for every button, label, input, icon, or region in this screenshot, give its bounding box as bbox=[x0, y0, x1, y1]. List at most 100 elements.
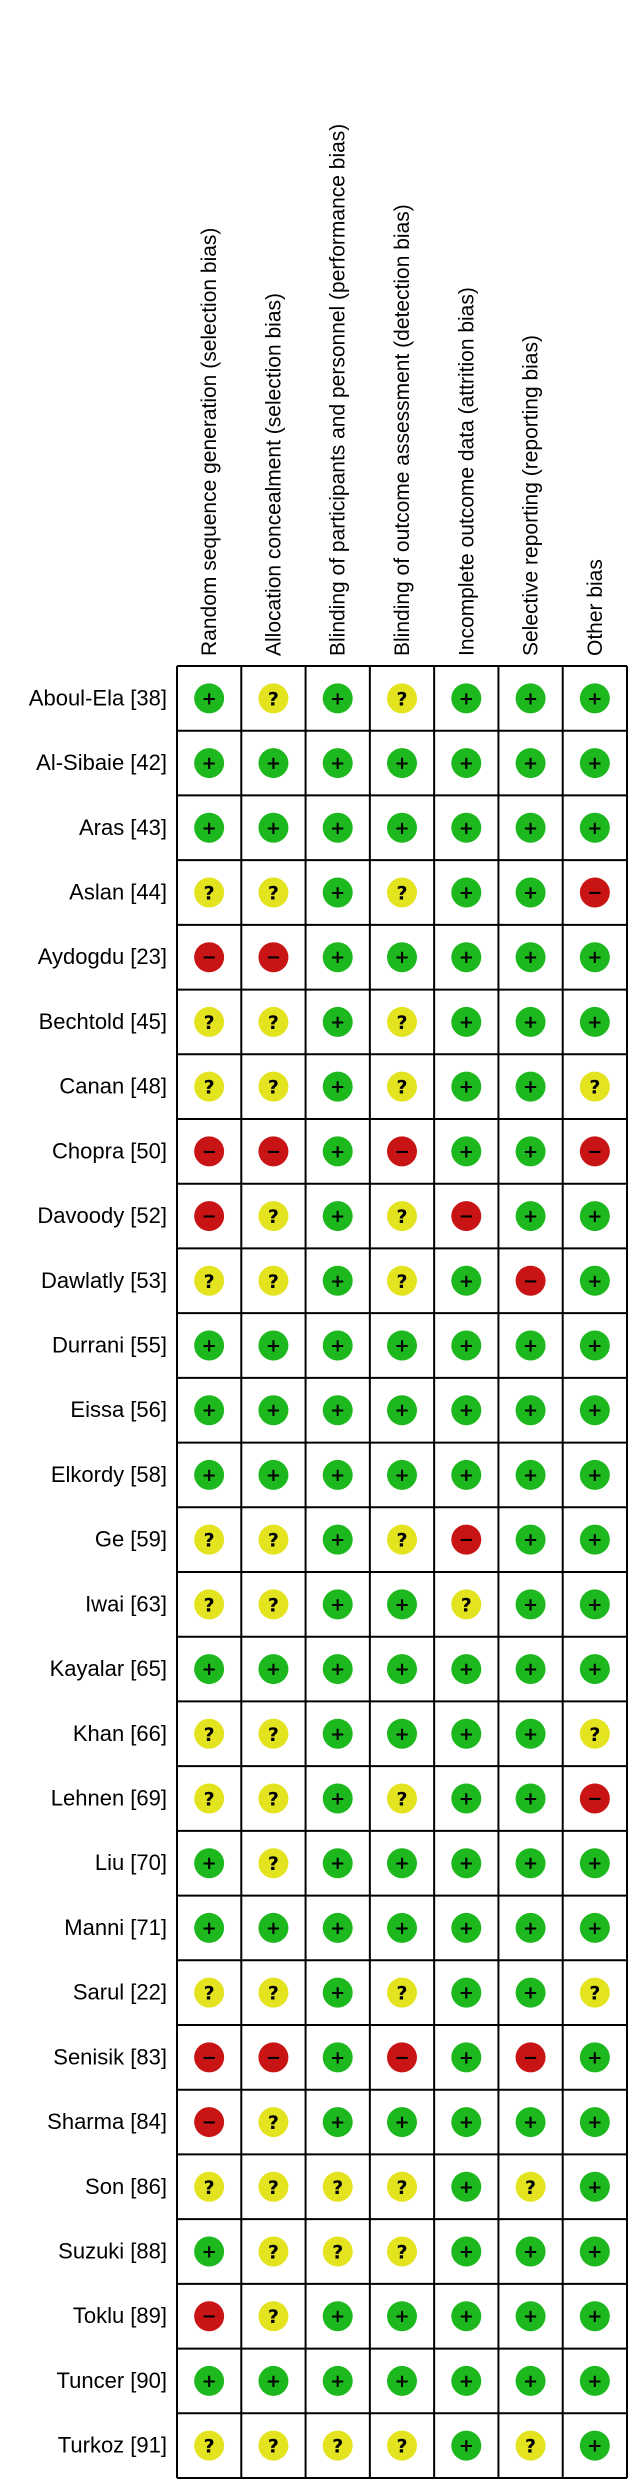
rating-low-marker: + bbox=[451, 1654, 482, 1685]
rating-low-marker: + bbox=[258, 748, 289, 779]
rating-circle bbox=[451, 748, 482, 779]
rating-circle bbox=[387, 1524, 417, 1555]
rating-circle bbox=[194, 2042, 225, 2073]
rating-symbol: ? bbox=[396, 1789, 407, 1811]
rating-low-marker: + bbox=[515, 1136, 546, 1167]
rating-unclear-marker: ? bbox=[258, 1201, 289, 1232]
rating-circle bbox=[258, 1912, 289, 1943]
rating-circle bbox=[194, 2236, 225, 2267]
rating-circle bbox=[515, 2365, 546, 2396]
rating-low-marker: + bbox=[387, 1654, 417, 1685]
rating-unclear-marker: ? bbox=[387, 1006, 417, 1037]
rating-low-marker: + bbox=[194, 2365, 225, 2396]
rating-symbol: + bbox=[523, 2242, 538, 2263]
rating-symbol: ? bbox=[396, 2436, 407, 2458]
rating-circle bbox=[579, 2430, 610, 2461]
rating-circle bbox=[322, 1524, 353, 1555]
rating-circle bbox=[579, 1912, 610, 1943]
rating-symbol: ? bbox=[332, 2242, 343, 2264]
rating-symbol: − bbox=[202, 2047, 217, 2068]
rating-circle bbox=[322, 1071, 353, 1102]
rating-circle bbox=[451, 2171, 482, 2202]
rating-unclear-marker: ? bbox=[194, 2430, 225, 2461]
rating-circle bbox=[258, 1977, 289, 2008]
rating-low-marker: + bbox=[515, 942, 546, 973]
rating-circle bbox=[451, 2236, 482, 2267]
rating-low-marker: + bbox=[387, 942, 417, 973]
rating-unclear-marker: ? bbox=[258, 2171, 289, 2202]
rating-circle bbox=[515, 1977, 546, 2008]
rating-low-marker: + bbox=[451, 1848, 482, 1879]
rating-circle bbox=[387, 1783, 417, 1814]
rating-low-marker: + bbox=[387, 2365, 417, 2396]
rating-low-marker: + bbox=[451, 1718, 482, 1749]
rating-low-marker: + bbox=[258, 1330, 289, 1361]
rating-low-marker: + bbox=[322, 812, 353, 843]
rating-circle bbox=[194, 1848, 225, 1879]
rating-unclear-marker: ? bbox=[579, 1718, 610, 1749]
study-label: Iwai [63] bbox=[85, 1591, 167, 1616]
rating-low-marker: + bbox=[451, 2107, 482, 2138]
rating-symbol: + bbox=[587, 2371, 602, 2392]
rating-symbol: ? bbox=[268, 883, 279, 905]
rating-low-marker: + bbox=[322, 1783, 353, 1814]
rating-symbol: + bbox=[330, 1789, 345, 1810]
rating-symbol: ? bbox=[268, 1594, 279, 1616]
rating-unclear-marker: ? bbox=[258, 683, 289, 714]
rating-circle bbox=[579, 1654, 610, 1685]
rating-symbol: + bbox=[523, 1206, 538, 1227]
study-label: Sharma [84] bbox=[47, 2109, 167, 2134]
rating-low-marker: + bbox=[322, 683, 353, 714]
rating-symbol: + bbox=[330, 2306, 345, 2327]
rating-symbol: + bbox=[202, 688, 217, 709]
rating-symbol: + bbox=[523, 883, 538, 904]
column-label: Selective reporting (reporting bias) bbox=[520, 335, 543, 656]
rating-circle bbox=[387, 1654, 417, 1685]
study-label: Bechtold [45] bbox=[39, 1009, 167, 1034]
rating-symbol: + bbox=[459, 947, 474, 968]
rating-low-marker: + bbox=[322, 1201, 353, 1232]
rating-symbol: + bbox=[587, 2177, 602, 2198]
rating-symbol: + bbox=[587, 1659, 602, 1680]
rating-circle bbox=[258, 1201, 289, 1232]
rating-symbol: ? bbox=[204, 2436, 215, 2458]
rating-high-marker: − bbox=[258, 1136, 289, 1167]
rating-high-marker: − bbox=[451, 1524, 482, 1555]
rating-circle bbox=[194, 2301, 225, 2332]
rating-low-marker: + bbox=[451, 942, 482, 973]
rating-unclear-marker: ? bbox=[322, 2236, 353, 2267]
column-label: Random sequence generation (selection bi… bbox=[198, 228, 221, 656]
rating-symbol: + bbox=[330, 1724, 345, 1745]
rating-symbol: + bbox=[587, 1336, 602, 1357]
rating-unclear-marker: ? bbox=[387, 877, 417, 908]
rating-symbol: + bbox=[202, 1918, 217, 1939]
rating-high-marker: − bbox=[387, 2042, 417, 2073]
rating-low-marker: + bbox=[322, 2301, 353, 2332]
rating-symbol: + bbox=[459, 1789, 474, 1810]
study-label: Elkordy [58] bbox=[51, 1462, 167, 1487]
rating-symbol: + bbox=[523, 2306, 538, 2327]
rating-symbol: − bbox=[266, 2047, 281, 2068]
rating-symbol: + bbox=[394, 1659, 409, 1680]
rating-symbol: + bbox=[330, 1077, 345, 1098]
rating-symbol: + bbox=[330, 818, 345, 839]
rating-symbol: + bbox=[330, 1206, 345, 1227]
rating-low-marker: + bbox=[579, 2236, 610, 2267]
column-labels: Random sequence generation (selection bi… bbox=[198, 124, 607, 656]
rating-low-marker: + bbox=[579, 1006, 610, 1037]
rating-circle bbox=[515, 1265, 546, 1296]
rating-symbol: − bbox=[587, 1789, 602, 1810]
rating-low-marker: + bbox=[451, 2171, 482, 2202]
study-label: Suzuki [88] bbox=[58, 2239, 167, 2264]
rating-low-marker: + bbox=[387, 2107, 417, 2138]
rating-circle bbox=[515, 2042, 546, 2073]
rating-circle bbox=[387, 942, 417, 973]
rating-high-marker: − bbox=[194, 942, 225, 973]
rating-circle bbox=[322, 1136, 353, 1167]
rating-symbol: ? bbox=[396, 2177, 407, 2199]
rating-symbol: + bbox=[587, 947, 602, 968]
rating-circle bbox=[579, 2301, 610, 2332]
rating-symbol: + bbox=[459, 753, 474, 774]
rating-symbol: ? bbox=[268, 2436, 279, 2458]
rating-symbol: + bbox=[523, 1789, 538, 1810]
